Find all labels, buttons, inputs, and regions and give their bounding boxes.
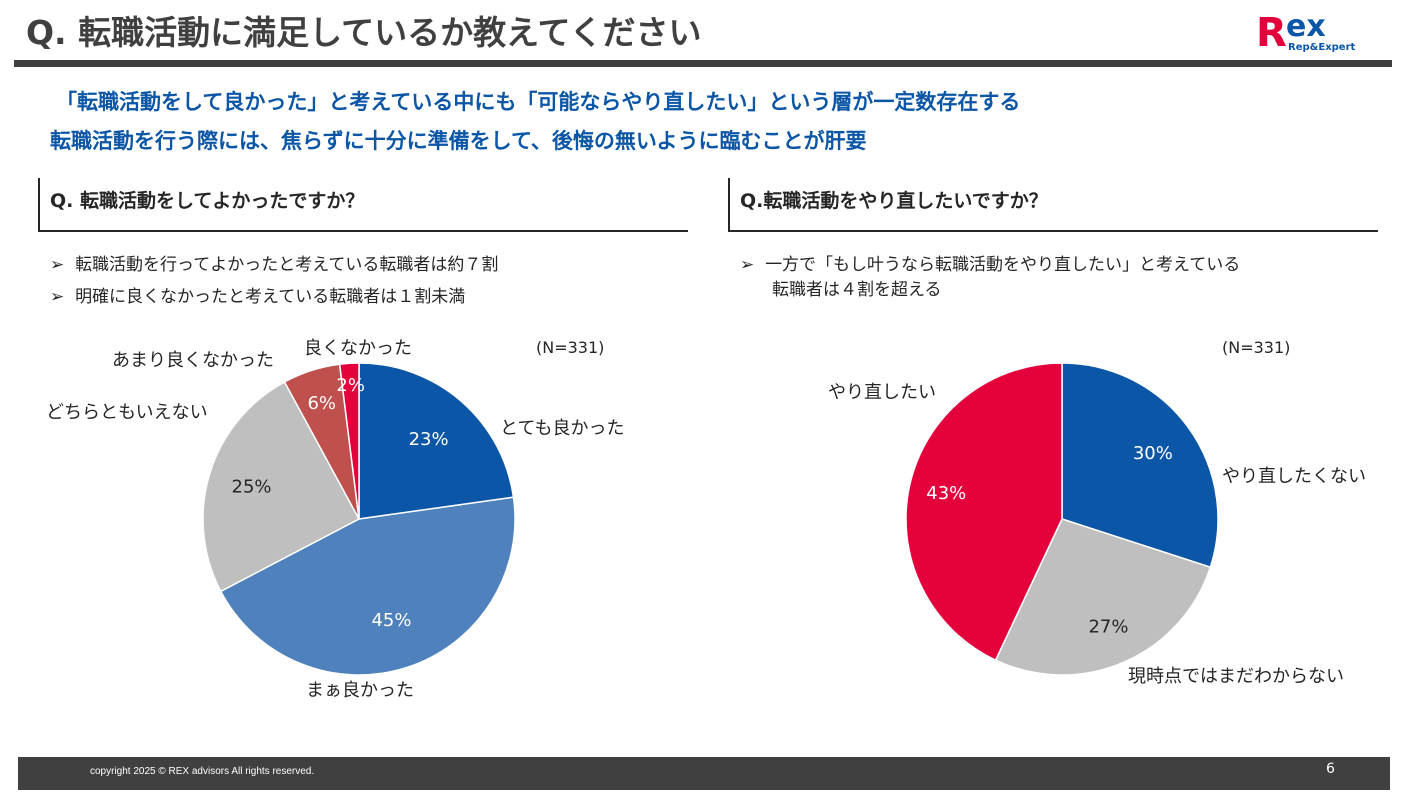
category-label: やり直したくない xyxy=(1222,466,1366,487)
category-label: やり直したい xyxy=(828,382,936,403)
pie-slice xyxy=(202,380,361,593)
category-label: まぁ良かった xyxy=(306,680,414,701)
pie-percent-label: 43% xyxy=(926,483,966,504)
svg-text:ex: ex xyxy=(1286,10,1326,44)
bullet-text-cont: 転職者は４割を超える xyxy=(772,280,942,300)
pie-percent-label: 6% xyxy=(307,393,336,414)
page-number: 6 xyxy=(1326,761,1335,777)
footer-bar xyxy=(18,757,1390,790)
left-section-heading: Q. 転職活動をしてよかったですか？ xyxy=(38,178,688,232)
pie-slice xyxy=(905,362,1063,662)
left-bullet: ➢ 転職活動を行ってよかったと考えている転職者は約７割 xyxy=(50,255,499,275)
bullet-text: 一方で「もし叶うなら転職活動をやり直したい」と考えている xyxy=(765,255,1241,275)
pie-percent-label: 2% xyxy=(336,375,365,396)
copyright: copyright 2025 © REX advisors All rights… xyxy=(90,766,315,777)
pie-slice xyxy=(338,362,360,520)
pie-percent-label: 23% xyxy=(409,429,449,450)
pie-slice xyxy=(219,496,516,676)
rex-logo: R ex Rep&Expert xyxy=(1256,10,1356,54)
summary-line-1: 「転職活動をして良かった」と考えている中にも「可能ならやり直したい」という層が一… xyxy=(56,90,1021,114)
category-label: 現時点ではまだわからない xyxy=(1128,666,1344,687)
pie-slice xyxy=(1061,362,1219,569)
pie-slice xyxy=(358,362,515,520)
category-label: とても良かった xyxy=(500,418,625,439)
category-label: あまり良くなかった xyxy=(112,350,274,371)
pie-percent-label: 27% xyxy=(1088,616,1128,637)
sample-size: (N=331) xyxy=(536,338,605,357)
svg-text:Rep&Expert: Rep&Expert xyxy=(1288,42,1356,53)
pie-slice xyxy=(994,518,1212,676)
right-bullet: ➢ 一方で「もし叶うなら転職活動をやり直したい」と考えている xyxy=(740,255,1241,275)
summary-line-2: 転職活動を行う際には、焦らずに十分に準備をして、後悔の無いように臨むことが肝要 xyxy=(50,129,867,153)
category-label: どちらともいえない xyxy=(46,402,208,423)
page-title: Q. 転職活動に満足しているか教えてください xyxy=(26,13,702,52)
right-section-heading: Q.転職活動をやり直したいですか？ xyxy=(728,178,1378,232)
sample-size: (N=331) xyxy=(1222,338,1291,357)
bullet-text: 明確に良くなかったと考えている転職者は１割未満 xyxy=(75,287,466,307)
pie-percent-label: 30% xyxy=(1133,443,1173,464)
title-rule xyxy=(14,60,1392,67)
left-bullet: ➢ 明確に良くなかったと考えている転職者は１割未満 xyxy=(50,287,466,307)
bullet-text: 転職活動を行ってよかったと考えている転職者は約７割 xyxy=(75,255,499,275)
category-label: 良くなかった xyxy=(304,338,412,359)
pie-percent-label: 45% xyxy=(371,610,411,631)
pie-percent-label: 25% xyxy=(232,476,272,497)
svg-text:R: R xyxy=(1256,10,1287,54)
